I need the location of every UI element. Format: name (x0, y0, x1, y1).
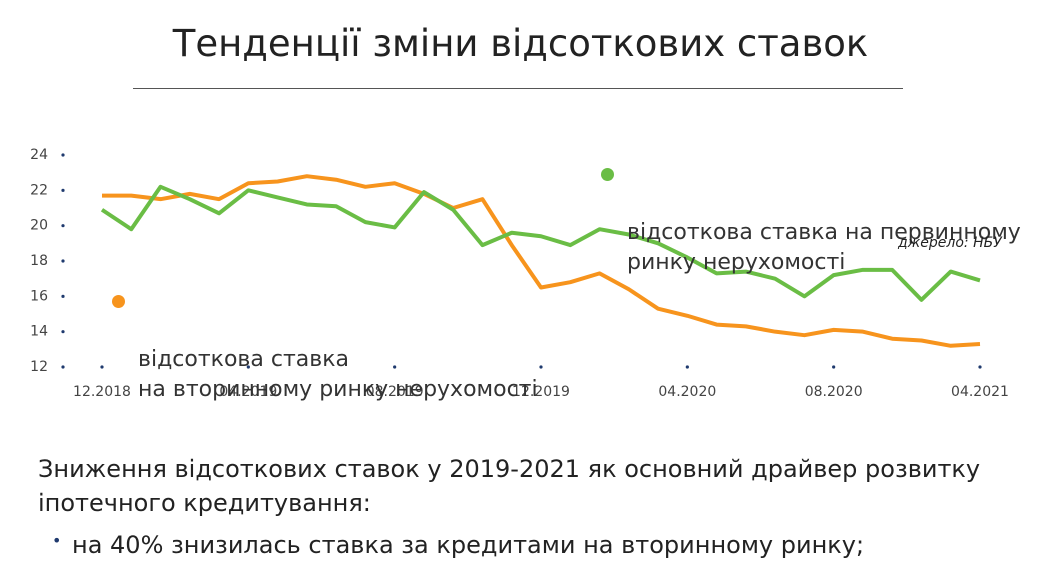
legend-marker (601, 168, 614, 181)
legend-marker (112, 295, 125, 308)
y-tick-label: 14 (30, 324, 48, 340)
x-tick-label: 12.2019 (512, 384, 570, 400)
x-tick (539, 365, 543, 369)
title: Тенденції зміни відсоткових ставок (172, 22, 869, 65)
y-tick-label: 18 (30, 253, 48, 269)
x-tick-label: 04.2019 (219, 384, 277, 400)
y-tick (61, 365, 65, 369)
y-tick (61, 188, 65, 192)
x-tick-label: 08.2019 (366, 384, 424, 400)
x-tick-label: 08.2020 (805, 384, 863, 400)
y-tick (61, 294, 65, 298)
chart: 12 14 16 18 20 22 24 12.2018 04.2019 08.2019 12.20… (30, 147, 1009, 400)
legend-label: відсоткова ставка на первинному ринку не… (627, 220, 1021, 275)
y-tick (61, 224, 65, 228)
x-tick (978, 365, 982, 369)
x-tick (246, 365, 250, 369)
bullet: на 40% знизилась ставка за кредитами на … (52, 531, 864, 559)
source: джерело: НБУ (898, 235, 1002, 251)
x-tick (685, 365, 689, 369)
x-tick (393, 365, 397, 369)
x-tick-label: 12.2018 (73, 384, 131, 400)
y-tick-label: 22 (30, 182, 48, 198)
y-tick (61, 153, 65, 157)
x-tick (100, 365, 104, 369)
y-tick-label: 20 (30, 218, 48, 234)
legend-label: відсоткова ставка на вторинному ринку не… (138, 347, 538, 402)
series-line (102, 174, 981, 348)
y-tick (61, 330, 65, 334)
y-tick (61, 259, 65, 263)
legend-entry: відсоткова ставка на вторинному ринку не… (112, 285, 538, 405)
x-tick-label: 04.2020 (658, 384, 716, 400)
title-rule (133, 88, 903, 89)
series-line (100, 184, 981, 302)
x-tick (832, 365, 836, 369)
y-tick-label: 12 (30, 359, 48, 375)
x-tick-label: 04.2021 (951, 384, 1009, 400)
y-tick-label: 24 (30, 147, 48, 163)
y-tick-label: 16 (30, 288, 48, 304)
legend-entry: відсоткова ставка на первинному ринку не… (601, 158, 1021, 278)
body-text: Зниження відсоткових ставок у 2019-2021 … (38, 455, 981, 517)
